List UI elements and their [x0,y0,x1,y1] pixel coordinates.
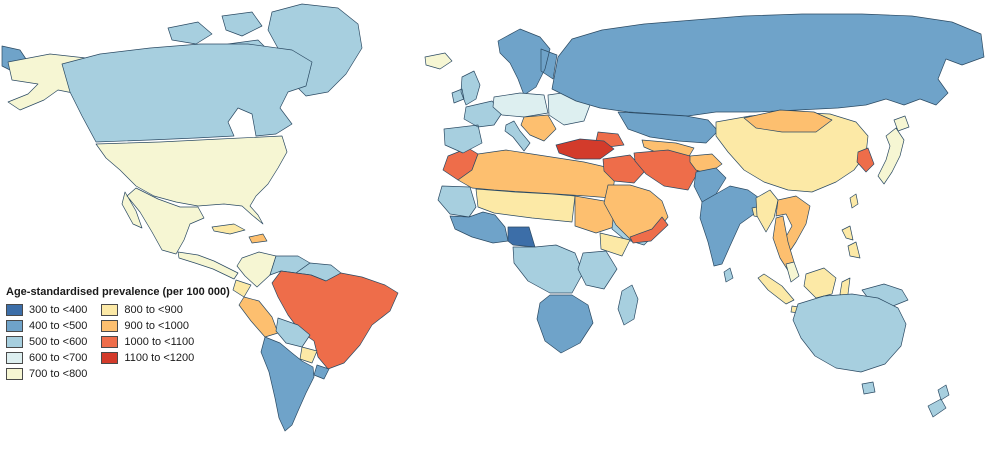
legend-item: 900 to <1000 [101,320,194,332]
region-new-zealand [927,384,950,418]
legend-label: 300 to <400 [29,304,88,316]
region-colombia [236,251,277,288]
legend-label: 1100 to <1200 [124,352,195,364]
region-argentina-chile [260,336,315,432]
region-philippines [841,225,861,259]
region-cuba [211,223,246,235]
region-balkans [520,114,557,142]
legend-swatch [6,368,23,380]
legend-item: 1000 to <1100 [101,336,194,348]
region-yemen-oman [629,216,669,244]
legend-swatch [101,336,119,348]
region-usa [95,135,288,225]
legend-title: Age-standardised prevalence (per 100 000… [6,286,230,298]
legend: Age-standardised prevalence (per 100 000… [6,286,230,380]
region-central-europe [492,92,549,118]
region-sri-lanka [723,267,734,283]
legend-swatch [6,352,23,364]
legend-columns: 300 to <400 400 to <500 500 to <600 600 … [6,304,230,380]
region-australia [792,293,907,395]
region-nigeria [507,226,536,248]
region-peru [238,296,279,338]
region-india [699,185,763,267]
legend-column-2: 800 to <900 900 to <1000 1000 to <1100 1… [101,304,194,380]
region-scandinavia [497,28,558,96]
legend-item: 600 to <700 [6,352,87,364]
legend-swatch [101,352,119,364]
region-levant-iraq [602,154,646,184]
region-western-europe [443,100,503,154]
legend-item: 700 to <800 [6,368,87,380]
legend-label: 1000 to <1100 [124,336,195,348]
region-turkey [555,138,615,160]
region-mexico [121,187,205,255]
region-hispaniola [248,233,268,244]
legend-swatch [101,304,119,316]
legend-item: 1100 to <1200 [101,352,194,364]
legend-label: 400 to <500 [29,320,88,332]
region-borneo [803,267,837,299]
region-canada [61,43,313,143]
region-madagascar [617,284,639,326]
region-taiwan [849,193,859,209]
legend-label: 800 to <900 [124,304,183,316]
region-british-isles [451,70,481,106]
region-central-africa [512,244,584,294]
legend-label: 600 to <700 [29,352,88,364]
legend-item: 500 to <600 [6,336,87,348]
region-korea [856,147,875,173]
region-iceland [424,52,453,70]
region-malaysia [785,261,800,283]
region-iran [633,149,699,191]
region-russia [551,13,985,117]
region-ethiopia [599,232,631,257]
region-west-africa [449,211,509,244]
region-mongolia [743,109,833,133]
legend-swatch [6,320,23,332]
legend-label: 500 to <600 [29,336,88,348]
legend-item: 400 to <500 [6,320,87,332]
region-southern-africa [536,294,594,354]
legend-item: 300 to <400 [6,304,87,316]
legend-item: 800 to <900 [101,304,194,316]
region-central-america [177,251,239,280]
legend-swatch [6,336,23,348]
region-brazil [271,270,399,370]
legend-label: 700 to <800 [29,368,88,380]
region-ecuador [232,279,252,298]
legend-swatch [101,320,119,332]
region-uruguay [313,364,330,380]
region-east-africa [577,250,618,290]
legend-column-1: 300 to <400 400 to <500 500 to <600 600 … [6,304,87,380]
region-sahel [475,188,576,223]
region-north-africa [457,149,616,199]
legend-swatch [6,304,23,316]
map-layer [1,3,985,432]
region-myanmar [755,189,779,233]
region-japan [877,115,910,185]
region-kazakhstan [617,111,719,144]
legend-label: 900 to <1000 [124,320,189,332]
region-mauritania [437,185,477,218]
region-paraguay [299,346,318,364]
region-italy [504,120,531,152]
region-sumatra [757,273,795,305]
